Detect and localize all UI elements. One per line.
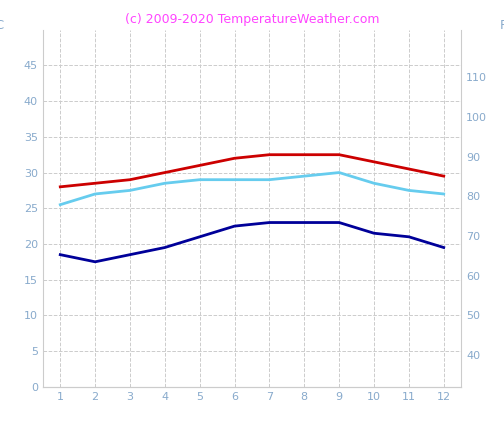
Text: °C: °C — [0, 19, 5, 31]
Text: (c) 2009-2020 TemperatureWeather.com: (c) 2009-2020 TemperatureWeather.com — [125, 13, 379, 26]
Text: F: F — [500, 19, 504, 31]
